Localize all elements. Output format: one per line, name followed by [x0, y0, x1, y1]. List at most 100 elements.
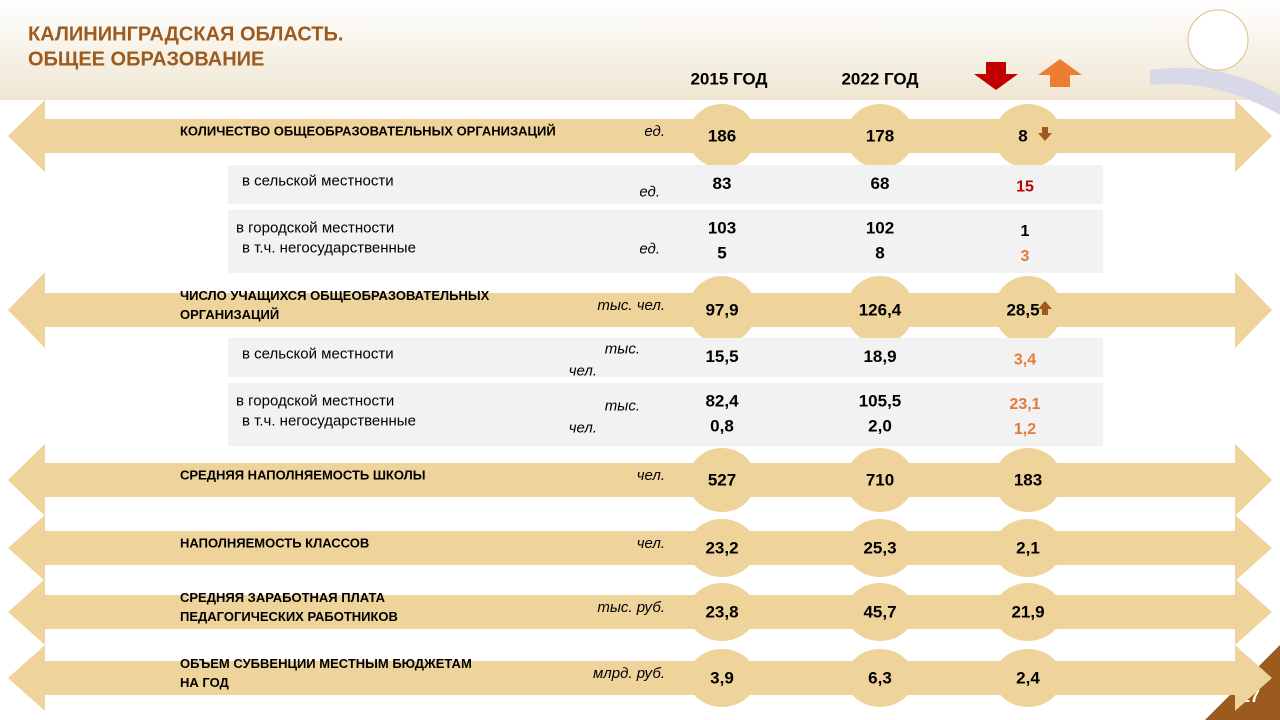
change: 1,2: [1014, 421, 1036, 438]
row-label: ЧИСЛО УЧАЩИХСЯ ОБЩЕОБРАЗОВАТЕЛЬНЫХ: [180, 288, 490, 303]
down-icon: [974, 62, 1018, 90]
value: 45,7: [863, 602, 896, 621]
value-bubble: [846, 104, 914, 168]
value-bubble: [846, 519, 914, 577]
value-bubble: [994, 649, 1062, 707]
logo: [1187, 9, 1249, 71]
detail-row: [228, 210, 1103, 273]
row-label: СРЕДНЯЯ НАПОЛНЯЕМОСТЬ ШКОЛЫ: [180, 467, 425, 482]
detail-label: в сельской местности: [242, 172, 394, 189]
change: 3,4: [1014, 352, 1036, 369]
value: 23,2: [705, 538, 738, 557]
value: 5: [717, 243, 726, 262]
row-arrow: [8, 579, 1272, 645]
unit: млрд. руб.: [593, 665, 665, 682]
change: 2,4: [1016, 668, 1040, 687]
unit: ед.: [644, 123, 665, 140]
change: 28,5: [1006, 300, 1039, 319]
value: 15,5: [705, 347, 738, 366]
value: 18,9: [863, 347, 896, 366]
detail-row: [228, 383, 1103, 446]
value-bubble: [994, 276, 1062, 344]
up-icon: [1038, 59, 1082, 87]
value-bubble: [846, 583, 914, 641]
trend-arrow: [1038, 301, 1052, 315]
change: 183: [1014, 470, 1042, 489]
value-bubble: [846, 448, 914, 512]
change: 2,1: [1016, 538, 1040, 557]
value: 68: [871, 174, 890, 193]
change: 15: [1016, 179, 1034, 196]
change: 23,1: [1009, 396, 1040, 413]
change: 1: [1021, 223, 1030, 240]
row-arrow: [8, 100, 1272, 172]
detail-label: в сельской местности: [242, 345, 394, 362]
value: 83: [713, 174, 732, 193]
value-bubble: [846, 649, 914, 707]
unit: ед.: [639, 240, 660, 257]
value: 126,4: [859, 300, 902, 319]
value: 103: [708, 218, 736, 237]
value: 102: [866, 218, 894, 237]
value-bubble: [688, 519, 756, 577]
unit: чел.: [569, 419, 597, 436]
value: 178: [866, 126, 894, 145]
title: ОБЩЕЕ ОБРАЗОВАНИЕ: [28, 48, 264, 70]
row-arrow: [8, 272, 1272, 348]
detail-row: [228, 165, 1103, 204]
row-arrow: [8, 515, 1272, 581]
value: 2,0: [868, 416, 892, 435]
row-label: ПЕДАГОГИЧЕСКИХ РАБОТНИКОВ: [180, 609, 398, 624]
trend-arrow: [1038, 127, 1052, 141]
value: 3,9: [710, 668, 734, 687]
value: 105,5: [859, 391, 902, 410]
value-bubble: [688, 104, 756, 168]
value: 527: [708, 470, 736, 489]
value-bubble: [994, 448, 1062, 512]
value-bubble: [994, 519, 1062, 577]
row-arrow: [8, 444, 1272, 516]
change: 3: [1021, 248, 1030, 265]
unit: чел.: [637, 467, 665, 484]
detail-row: [228, 338, 1103, 377]
value: 6,3: [868, 668, 892, 687]
value: 82,4: [705, 391, 739, 410]
unit: тыс. руб.: [597, 599, 665, 616]
value-bubble: [688, 583, 756, 641]
value: 97,9: [705, 300, 738, 319]
row-label: ОРГАНИЗАЦИЙ: [180, 307, 279, 322]
value-bubble: [688, 448, 756, 512]
row-arrow: [8, 645, 1272, 711]
detail-label: в т.ч. негосударственные: [242, 239, 416, 256]
value-bubble: [688, 276, 756, 344]
ribbon: [1150, 67, 1280, 115]
value: 0,8: [710, 416, 734, 435]
value: 8: [875, 243, 884, 262]
value-bubble: [994, 104, 1062, 168]
row-label: КОЛИЧЕСТВО ОБЩЕОБРАЗОВАТЕЛЬНЫХ ОРГАНИЗАЦ…: [180, 123, 556, 138]
value-bubble: [846, 276, 914, 344]
change: 8: [1018, 126, 1027, 145]
column-header: 2015 ГОД: [690, 69, 767, 88]
unit: тыс. чел.: [597, 297, 665, 314]
value-bubble: [688, 649, 756, 707]
unit: чел.: [637, 535, 665, 552]
value: 710: [866, 470, 894, 489]
row-label: ОБЪЕМ СУБВЕНЦИИ МЕСТНЫМ БЮДЖЕТАМ: [180, 656, 472, 671]
title: КАЛИНИНГРАДСКАЯ ОБЛАСТЬ.: [28, 23, 343, 45]
column-header: 2022 ГОД: [841, 69, 918, 88]
unit: чел.: [569, 362, 597, 379]
change: 21,9: [1011, 602, 1044, 621]
row-label: НАПОЛНЯЕМОСТЬ КЛАССОВ: [180, 535, 369, 550]
unit: ед.: [639, 183, 660, 200]
value-bubble: [994, 583, 1062, 641]
row-label: НА ГОД: [180, 675, 230, 690]
detail-label: в т.ч. негосударственные: [242, 412, 416, 429]
unit: тыс.: [605, 340, 640, 357]
unit: тыс.: [605, 397, 640, 414]
detail-label: в городской местности: [236, 392, 394, 409]
value: 25,3: [863, 538, 896, 557]
detail-label: в городской местности: [236, 219, 394, 236]
row-label: СРЕДНЯЯ ЗАРАБОТНАЯ ПЛАТА: [180, 590, 386, 605]
